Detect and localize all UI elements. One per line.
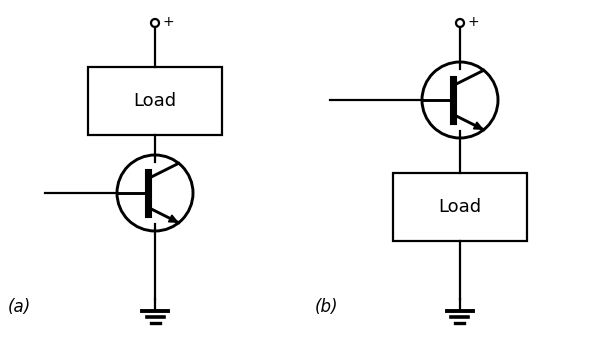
Bar — [88, 67, 222, 135]
Text: (b): (b) — [315, 298, 338, 316]
Text: Load: Load — [439, 198, 482, 216]
Polygon shape — [169, 215, 178, 222]
Text: (a): (a) — [8, 298, 31, 316]
Text: +: + — [163, 15, 174, 29]
Text: Load: Load — [133, 92, 176, 110]
Bar — [393, 173, 527, 241]
Text: +: + — [467, 15, 479, 29]
Polygon shape — [473, 122, 482, 129]
